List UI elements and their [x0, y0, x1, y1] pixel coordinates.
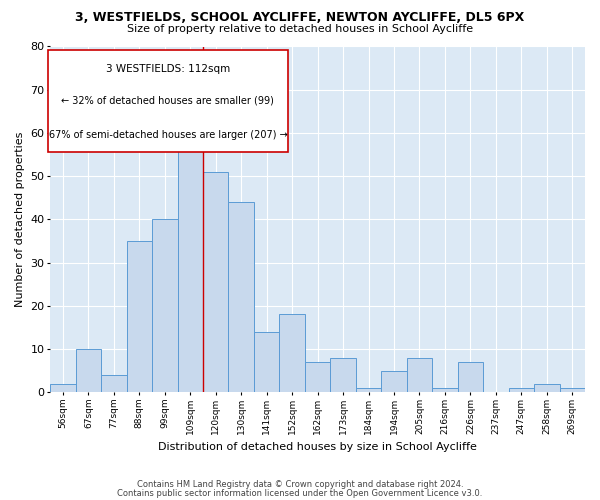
Text: 3 WESTFIELDS: 112sqm: 3 WESTFIELDS: 112sqm	[106, 64, 230, 74]
Bar	[101, 375, 127, 392]
Y-axis label: Number of detached properties: Number of detached properties	[15, 132, 25, 307]
Bar	[509, 388, 534, 392]
Text: ← 32% of detached houses are smaller (99): ← 32% of detached houses are smaller (99…	[61, 95, 274, 105]
Text: Contains public sector information licensed under the Open Government Licence v3: Contains public sector information licen…	[118, 489, 482, 498]
Text: Contains HM Land Registry data © Crown copyright and database right 2024.: Contains HM Land Registry data © Crown c…	[137, 480, 463, 489]
Text: 3, WESTFIELDS, SCHOOL AYCLIFFE, NEWTON AYCLIFFE, DL5 6PX: 3, WESTFIELDS, SCHOOL AYCLIFFE, NEWTON A…	[76, 11, 524, 24]
Bar	[50, 384, 76, 392]
Bar	[254, 332, 280, 392]
Bar	[407, 358, 432, 392]
Text: 67% of semi-detached houses are larger (207) →: 67% of semi-detached houses are larger (…	[49, 130, 287, 140]
Bar	[356, 388, 381, 392]
X-axis label: Distribution of detached houses by size in School Aycliffe: Distribution of detached houses by size …	[158, 442, 477, 452]
Bar	[152, 220, 178, 392]
Bar	[458, 362, 483, 392]
Bar	[331, 358, 356, 392]
Bar	[76, 349, 101, 392]
Bar	[178, 128, 203, 392]
Text: Size of property relative to detached houses in School Aycliffe: Size of property relative to detached ho…	[127, 24, 473, 34]
Bar	[432, 388, 458, 392]
Bar	[229, 202, 254, 392]
Bar	[381, 370, 407, 392]
FancyBboxPatch shape	[47, 50, 288, 152]
Bar	[305, 362, 331, 392]
Bar	[534, 384, 560, 392]
Bar	[280, 314, 305, 392]
Bar	[203, 172, 229, 392]
Bar	[127, 241, 152, 392]
Bar	[560, 388, 585, 392]
